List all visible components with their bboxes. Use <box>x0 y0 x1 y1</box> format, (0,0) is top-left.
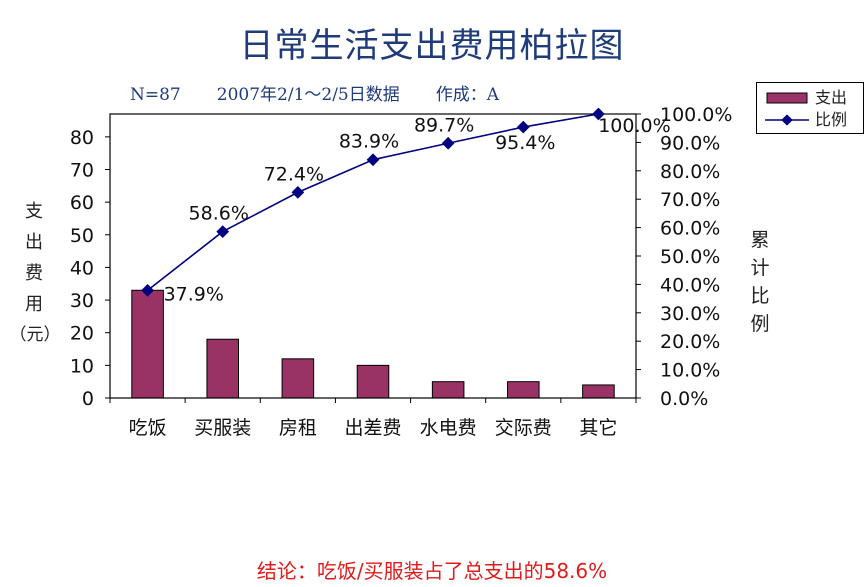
x-category-label: 房租 <box>279 417 317 439</box>
y-right-tick-label: 0.0% <box>660 388 708 410</box>
y-left-tick-label: 70 <box>70 159 94 181</box>
line-point <box>366 153 380 167</box>
author: 作成：A <box>435 85 500 105</box>
x-category-label: 买服装 <box>194 417 251 439</box>
chart-title: 日常生活支出费用柏拉图 <box>239 26 625 66</box>
y-left-tick-label: 60 <box>70 192 94 214</box>
bar-交际费 <box>507 381 540 399</box>
y-right-tick-label: 90.0% <box>660 132 720 154</box>
x-category-label: 其它 <box>579 417 617 439</box>
y-right-tick-label: 10.0% <box>660 360 720 382</box>
y-axis-left-label: 支出费用（元） <box>9 201 61 345</box>
y-left-tick-label: 40 <box>70 257 94 279</box>
data-label: 83.9% <box>339 131 399 153</box>
line-point <box>291 186 305 199</box>
y-left-tick-label: 30 <box>70 290 94 312</box>
data-label: 100.0% <box>598 115 670 137</box>
chart-legend: 支出 比例 <box>756 82 864 134</box>
y-left-tick-label: 80 <box>70 127 94 149</box>
bar-水电费 <box>431 381 465 399</box>
y-right-tick-label: 20.0% <box>660 331 720 353</box>
y-left-tick-label: 0 <box>82 388 94 410</box>
y-right-tick-label: 80.0% <box>660 161 720 183</box>
sample-size: N=87 <box>130 85 181 105</box>
line-point <box>216 225 230 238</box>
data-period: 2007年2/1～2/5日数据 <box>216 85 400 105</box>
bar-出差费 <box>356 364 390 399</box>
bar-其它 <box>582 384 615 399</box>
data-label: 58.6% <box>189 203 249 225</box>
x-category-label: 交际费 <box>495 417 552 439</box>
line-point <box>441 136 455 150</box>
line-series: 37.9% 58.6% 72.4% 83.9% 89.7% 95.4% 100.0% <box>141 107 671 305</box>
legend-item-line: 比例 <box>757 109 863 131</box>
tick-labels: 0 10 20 30 40 50 60 70 80 0.0% 10.0% 20.0% 30.0% 40.0… <box>70 104 733 439</box>
y-left-tick-label: 50 <box>70 225 94 247</box>
chart-subtitle: N=87 2007年2/1～2/5日数据 作成：A <box>130 80 535 105</box>
data-label: 89.7% <box>414 114 474 136</box>
y-right-tick-label: 70.0% <box>660 189 720 211</box>
y-left-tick-label: 20 <box>70 323 94 345</box>
line-point <box>141 284 154 297</box>
data-label: 72.4% <box>264 163 324 185</box>
x-category-label: 吃饭 <box>129 417 167 439</box>
legend-bar-swatch <box>766 92 808 104</box>
chart-axes <box>105 113 641 403</box>
y-right-tick-label: 40.0% <box>660 274 720 296</box>
bar-买服装 <box>206 338 239 399</box>
y-right-tick-label: 60.0% <box>660 218 720 240</box>
legend-label-line: 比例 <box>815 110 848 129</box>
legend-label-bar: 支出 <box>815 88 848 107</box>
bar-吃饭 <box>131 289 164 399</box>
y-left-tick-label: 10 <box>70 355 94 377</box>
x-category-label: 出差费 <box>344 417 401 439</box>
legend-item-bar: 支出 <box>757 87 863 109</box>
conclusion-text: 结论：吃饭/买服装占了总支出的58.6% <box>256 559 608 583</box>
y-right-tick-label: 30.0% <box>660 303 720 325</box>
y-right-tick-label: 50.0% <box>660 246 720 268</box>
x-category-label: 水电费 <box>420 417 477 439</box>
data-label: 95.4% <box>495 132 555 154</box>
legend-line-swatch <box>765 114 809 126</box>
data-label: 37.9% <box>164 283 224 305</box>
y-axis-right-label: 累计比例 <box>750 229 770 335</box>
bar-series <box>131 289 615 399</box>
y-right-tick-label: 100.0% <box>660 104 732 126</box>
bar-房租 <box>281 358 315 399</box>
